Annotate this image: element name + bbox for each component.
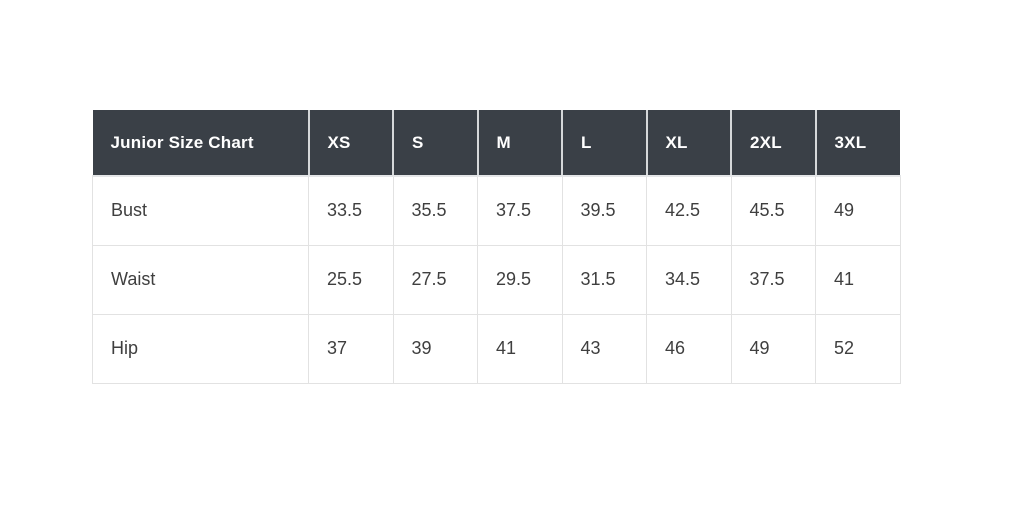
- row-label: Bust: [92, 175, 309, 246]
- data-cell: 52: [815, 313, 901, 384]
- data-cell: 31.5: [561, 244, 647, 315]
- table-row-bust: Bust 33.5 35.5 37.5 39.5 42.5 45.5 49: [92, 175, 901, 246]
- table-row-hip: Hip 37 39 41 43 46 49 52: [92, 313, 901, 384]
- size-chart-header-row: Junior Size Chart XS S M L XL 2XL 3XL: [92, 110, 900, 177]
- data-cell: 39: [392, 313, 478, 384]
- data-cell: 27.5: [392, 244, 478, 315]
- data-cell: 41: [477, 313, 563, 384]
- data-cell: 43: [561, 313, 647, 384]
- data-cell: 45.5: [730, 175, 816, 246]
- header-cell-xs: XS: [307, 110, 393, 177]
- data-cell: 49: [730, 313, 816, 384]
- data-cell: 29.5: [477, 244, 563, 315]
- table-title-cell: Junior Size Chart: [92, 110, 309, 177]
- header-cell-3xl: 3XL: [814, 110, 900, 177]
- data-cell: 39.5: [561, 175, 647, 246]
- data-cell: 33.5: [308, 175, 394, 246]
- data-cell: 34.5: [646, 244, 732, 315]
- header-cell-2xl: 2XL: [730, 110, 816, 177]
- data-cell: 35.5: [392, 175, 478, 246]
- data-cell: 41: [815, 244, 901, 315]
- data-cell: 42.5: [646, 175, 732, 246]
- data-cell: 25.5: [308, 244, 394, 315]
- table-row-waist: Waist 25.5 27.5 29.5 31.5 34.5 37.5 41: [92, 244, 901, 315]
- size-chart-container: Junior Size Chart XS S M L XL 2XL 3XL Bu…: [92, 110, 901, 384]
- row-label: Waist: [92, 244, 309, 315]
- size-chart-table: Junior Size Chart XS S M L XL 2XL 3XL Bu…: [92, 110, 901, 384]
- header-cell-l: L: [561, 110, 647, 177]
- header-cell-m: M: [476, 110, 562, 177]
- header-cell-s: S: [392, 110, 478, 177]
- data-cell: 49: [815, 175, 901, 246]
- data-cell: 46: [646, 313, 732, 384]
- data-cell: 37.5: [730, 244, 816, 315]
- header-cell-xl: XL: [645, 110, 731, 177]
- row-label: Hip: [92, 313, 309, 384]
- data-cell: 37.5: [477, 175, 563, 246]
- data-cell: 37: [308, 313, 394, 384]
